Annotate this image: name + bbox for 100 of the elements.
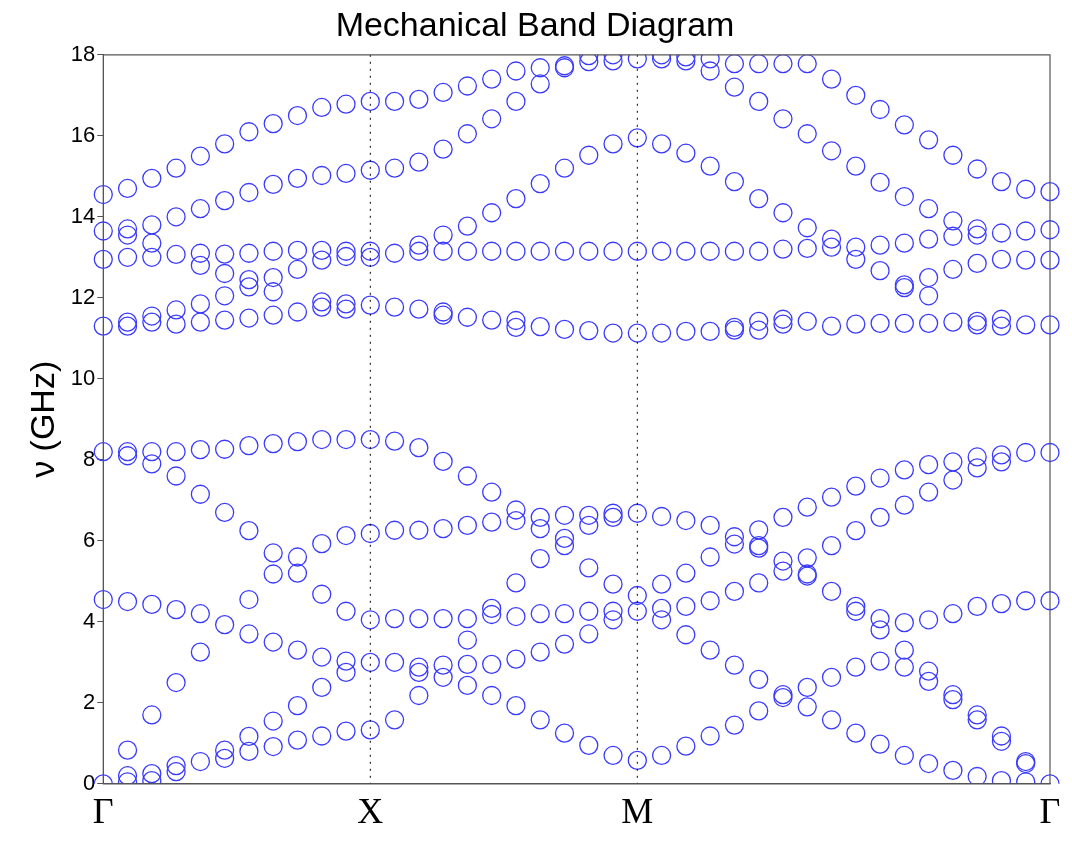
- point: [749, 701, 769, 721]
- point: [482, 654, 502, 674]
- point: [870, 172, 890, 193]
- point: [724, 241, 745, 261]
- point: [554, 604, 575, 624]
- x-tick-label: X: [357, 790, 384, 831]
- point: [482, 69, 502, 89]
- point: [482, 241, 502, 261]
- point: [93, 184, 113, 205]
- point: [918, 229, 939, 249]
- point: [433, 667, 453, 687]
- point: [918, 286, 939, 306]
- point: [506, 510, 526, 531]
- point: [797, 677, 817, 698]
- point: [190, 751, 211, 772]
- point: [142, 312, 162, 332]
- point: [239, 726, 259, 747]
- point: [918, 267, 939, 288]
- point: [749, 188, 769, 209]
- point: [117, 591, 138, 612]
- point: [457, 76, 478, 96]
- point: [700, 241, 720, 261]
- point: [821, 710, 842, 730]
- point: [846, 476, 866, 496]
- point: [846, 249, 866, 269]
- point: [142, 247, 162, 267]
- point: [312, 429, 332, 450]
- point: [749, 320, 769, 340]
- point: [312, 292, 332, 312]
- point: [603, 574, 623, 594]
- point: [166, 314, 186, 334]
- point: [409, 89, 429, 109]
- point: [263, 114, 283, 134]
- point: [1040, 442, 1060, 463]
- y-tick-label: 14: [70, 202, 96, 228]
- point: [724, 527, 745, 547]
- y-tick-label: 18: [70, 40, 96, 66]
- point: [312, 677, 332, 698]
- point: [433, 519, 453, 539]
- point: [651, 323, 672, 343]
- point: [579, 241, 599, 261]
- point: [384, 297, 405, 317]
- point: [312, 647, 332, 667]
- point: [773, 109, 793, 129]
- point: [821, 581, 842, 602]
- point: [530, 173, 550, 194]
- point: [967, 447, 987, 467]
- point: [749, 241, 769, 261]
- point: [93, 442, 113, 462]
- point: [287, 168, 308, 188]
- point: [967, 705, 987, 725]
- point: [579, 320, 599, 341]
- point: [117, 247, 138, 267]
- point: [263, 632, 283, 652]
- point: [579, 624, 599, 644]
- point: [821, 316, 842, 336]
- point: [93, 249, 113, 269]
- point: [894, 115, 914, 135]
- point: [700, 156, 720, 176]
- y-tick-label: 12: [70, 283, 96, 309]
- point: [336, 651, 356, 671]
- point: [384, 652, 405, 672]
- point: [336, 163, 356, 184]
- point: [360, 429, 380, 450]
- point: [943, 145, 963, 165]
- point: [579, 145, 599, 165]
- point: [991, 452, 1012, 472]
- point: [360, 91, 380, 112]
- y-tick-label: 4: [83, 607, 96, 633]
- point: [991, 316, 1012, 336]
- point: [943, 604, 963, 624]
- point: [676, 563, 696, 583]
- point: [457, 608, 478, 629]
- point: [821, 667, 842, 687]
- point: [943, 452, 963, 472]
- point: [142, 442, 162, 462]
- point: [287, 730, 308, 750]
- point: [166, 672, 186, 693]
- point: [93, 221, 113, 241]
- point: [846, 85, 866, 105]
- point: [457, 630, 478, 650]
- point: [991, 593, 1012, 614]
- point: [117, 740, 138, 760]
- point: [870, 99, 890, 120]
- point: [142, 594, 162, 615]
- point: [506, 61, 526, 81]
- y-axis-title: ν (GHz): [22, 360, 61, 478]
- point: [287, 695, 308, 716]
- point: [506, 310, 526, 331]
- y-tick-label: 2: [83, 688, 96, 714]
- point: [263, 174, 283, 195]
- point: [1040, 250, 1060, 270]
- point: [457, 654, 478, 674]
- point: [457, 515, 478, 536]
- point: [530, 519, 550, 539]
- point: [1016, 315, 1036, 335]
- point: [166, 300, 186, 320]
- point: [870, 651, 890, 671]
- point: [894, 233, 914, 253]
- point: [457, 675, 478, 696]
